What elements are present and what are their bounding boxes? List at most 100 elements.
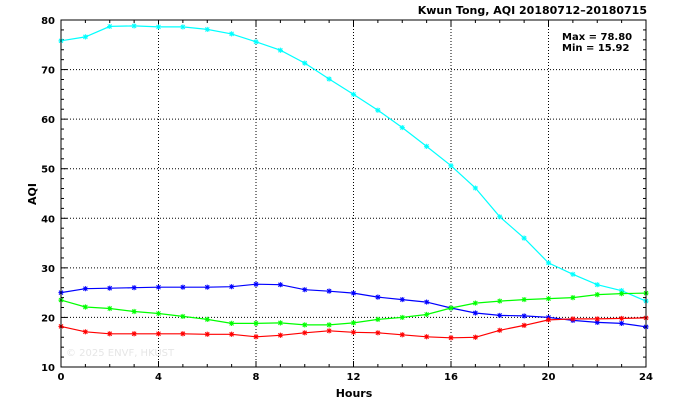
data-point <box>497 312 503 319</box>
data-point <box>277 320 283 326</box>
data-point <box>545 317 552 323</box>
data-point <box>350 91 357 97</box>
data-point <box>619 315 625 322</box>
x-axis-label: Hours <box>336 387 373 400</box>
data-point <box>326 328 332 334</box>
data-point <box>180 24 186 30</box>
data-point <box>521 296 527 303</box>
x-tick-label: 24 <box>639 372 653 383</box>
data-point <box>131 23 137 29</box>
data-point <box>521 313 527 319</box>
data-point <box>399 124 405 131</box>
data-point <box>350 290 357 296</box>
data-point <box>180 284 186 290</box>
data-point <box>424 334 430 340</box>
data-point <box>472 310 478 316</box>
data-point <box>448 335 454 341</box>
min-value-label: Min = 15.92 <box>562 43 630 54</box>
x-tick-label: 8 <box>253 372 260 383</box>
data-point <box>424 299 430 305</box>
data-point <box>204 331 210 337</box>
data-point <box>155 310 162 317</box>
data-point <box>277 332 283 338</box>
data-point <box>155 284 162 290</box>
data-point <box>399 296 405 303</box>
data-point <box>204 26 210 33</box>
data-point <box>594 319 600 325</box>
chart-title: Kwun Tong, AQI 20180712–20180715 <box>418 4 647 17</box>
data-point <box>375 316 381 323</box>
x-tick-label: 16 <box>444 372 458 383</box>
data-point <box>497 327 503 333</box>
data-point <box>594 292 600 298</box>
data-point <box>277 282 283 288</box>
data-point <box>204 316 210 323</box>
data-point <box>180 313 186 320</box>
data-point <box>448 305 454 311</box>
data-point <box>424 311 430 318</box>
data-point <box>619 320 625 326</box>
data-point <box>545 260 552 266</box>
data-point <box>131 285 137 291</box>
plot-area: 0 4 8 12 16 20 24 10 20 30 40 50 60 70 80 <box>41 16 653 383</box>
data-point <box>107 23 113 30</box>
x-tick-label: 12 <box>347 372 361 383</box>
x-tick-label: 20 <box>542 372 556 383</box>
data-point <box>82 329 88 335</box>
data-point <box>302 287 308 293</box>
data-point <box>521 322 527 328</box>
data-point <box>253 320 259 326</box>
max-value-label: Max = 78.80 <box>562 32 632 43</box>
data-point <box>302 322 308 328</box>
data-point <box>229 331 235 337</box>
data-point <box>497 298 503 304</box>
data-point <box>82 34 88 40</box>
x-tick-label: 4 <box>155 372 162 383</box>
data-point <box>107 331 113 337</box>
data-point <box>472 185 478 191</box>
series-line-1 <box>60 25 647 302</box>
y-tick-label: 70 <box>41 66 55 77</box>
data-point <box>424 143 430 150</box>
data-point <box>594 282 600 288</box>
data-point <box>375 330 381 336</box>
data-point <box>521 235 527 241</box>
data-point <box>350 320 357 326</box>
data-point <box>594 316 600 322</box>
data-point <box>375 107 381 113</box>
data-point <box>302 330 308 336</box>
data-point <box>131 308 137 315</box>
data-point <box>131 331 137 337</box>
data-point <box>107 285 113 291</box>
data-point <box>570 316 576 322</box>
data-point <box>107 305 113 312</box>
y-tick-label: 20 <box>41 313 55 324</box>
y-tick-label: 30 <box>41 264 55 275</box>
data-point <box>375 294 381 300</box>
data-point <box>570 295 576 301</box>
data-point <box>350 329 357 335</box>
data-point <box>155 24 162 30</box>
data-point <box>204 284 210 290</box>
data-point <box>545 295 552 302</box>
data-point <box>570 271 576 277</box>
data-point <box>82 304 88 310</box>
data-point <box>82 286 88 292</box>
plot-frame <box>60 19 647 368</box>
data-point <box>619 288 625 294</box>
data-point <box>497 214 503 220</box>
y-tick-label: 50 <box>41 165 55 176</box>
data-point <box>399 332 405 338</box>
y-tick-label: 60 <box>41 115 55 126</box>
data-point <box>229 320 235 326</box>
data-point <box>277 47 283 53</box>
data-point <box>326 76 332 82</box>
data-point <box>326 322 332 328</box>
data-point <box>253 281 259 287</box>
watermark: © 2025 ENVF, HKUST <box>66 348 175 359</box>
data-point <box>619 291 625 297</box>
data-point <box>253 39 259 45</box>
data-point <box>326 288 332 294</box>
data-point <box>253 334 259 340</box>
